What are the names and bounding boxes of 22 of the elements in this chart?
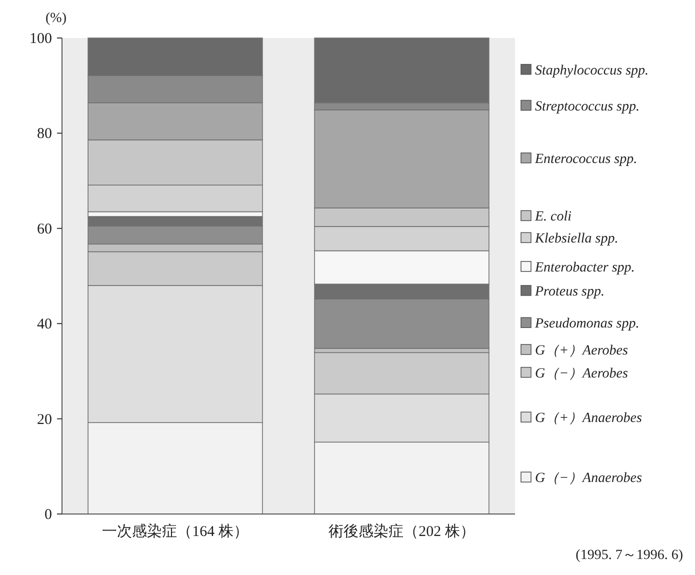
y-axis-title: (%) — [46, 11, 67, 26]
text: G（+）Anaerobes — [535, 411, 642, 426]
y-tick-label: 40 — [37, 316, 52, 333]
legend-label: Pseudomonas spp. — [534, 316, 640, 332]
legend-label: G（+）Aerobes — [535, 343, 628, 358]
y-tick-label: 100 — [30, 31, 52, 47]
y-tick-label: 60 — [37, 221, 52, 238]
legend-label: E. coli — [534, 210, 572, 225]
y-tick-label: 0 — [44, 507, 52, 523]
legend-label: Streptococcus spp. — [535, 99, 640, 114]
legend-label: Enterococcus spp. — [534, 152, 638, 167]
text: (1995. 7～1996. 6) — [576, 548, 684, 563]
text: G（−）Anaerobes — [535, 471, 642, 486]
legend-label: Staphylococcus spp. — [535, 63, 649, 78]
x-tick-label: 一次感染症（164 株） — [102, 523, 248, 540]
legend-label: G（−）Aerobes — [535, 366, 628, 382]
text: Enterobacter spp. — [535, 260, 635, 276]
x-tick-label: 術後感染症（202 株） — [328, 523, 475, 540]
y-tick-label: 20 — [37, 412, 52, 428]
legend-label: Klebsiella spp. — [534, 232, 618, 247]
y-tick-label: 80 — [37, 126, 52, 142]
legend-label: Proteus spp. — [534, 284, 604, 300]
